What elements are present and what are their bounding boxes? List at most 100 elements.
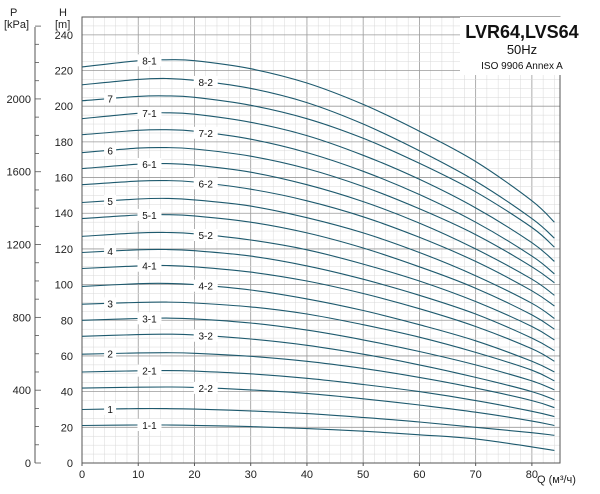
series-line-5-2: [81, 231, 555, 341]
x-tick-label: 0: [79, 469, 85, 481]
series-label-3: 3: [107, 299, 113, 310]
series-label-bg: [193, 75, 218, 88]
series-label-5: 5: [107, 197, 113, 208]
series-label-bg: [104, 347, 117, 360]
series-line-8-2: [81, 77, 555, 239]
series-label-8-1: 8-1: [142, 56, 157, 67]
series-label-6-1: 6-1: [142, 160, 157, 171]
y-tick-label: 180: [55, 137, 73, 149]
series-label-7: 7: [107, 95, 113, 106]
series-label-6-2: 6-2: [198, 179, 213, 190]
series-label-2: 2: [107, 350, 113, 361]
series-label-8-2: 8-2: [198, 78, 213, 89]
series-label-bg: [104, 297, 117, 310]
series-line-6-2: [81, 179, 555, 307]
series-label-bg: [193, 279, 218, 292]
series-group: [81, 59, 555, 452]
y2-tick-label: 2000: [7, 94, 31, 106]
grid: [81, 16, 560, 464]
x-tick-label: 10: [132, 469, 144, 481]
series-label-3-1: 3-1: [142, 314, 157, 325]
x-tick-label: 30: [245, 469, 257, 481]
series-label-1: 1: [107, 405, 113, 416]
curve-labels: 8-1 8-2 7 7-1 7-2 6 6-1 6-2 5 5-1 5-2 4 4-1 4-2 3 3-1 3-…: [104, 54, 218, 432]
series-label-2-2: 2-2: [198, 384, 213, 395]
y-axis-label-unit: [m]: [55, 19, 70, 31]
y-tick-label: 60: [61, 351, 73, 363]
y2-tick-label: 0: [25, 458, 31, 470]
series-label-5-2: 5-2: [198, 231, 213, 242]
series-label-1-1: 1-1: [142, 421, 157, 432]
series-line-4-2: [81, 282, 555, 373]
x-tick-label: 70: [470, 469, 482, 481]
series-line-2-2: [81, 386, 555, 427]
y-tick-label: 100: [55, 280, 73, 292]
series-label-bg: [137, 107, 162, 120]
x-tick-label: 80: [526, 469, 538, 481]
series-label-4-2: 4-2: [198, 282, 213, 293]
y2-tick-label: 400: [13, 385, 31, 397]
chart-title: LVR64,LVS64: [465, 22, 578, 42]
chart-standard: ISO 9906 Annex A: [481, 61, 563, 72]
series-label-bg: [193, 177, 218, 190]
x-tick-label: 40: [301, 469, 313, 481]
series-label-4: 4: [107, 247, 113, 258]
y-tick-label: 120: [55, 244, 73, 256]
series-label-bg: [193, 329, 218, 342]
series-label-bg: [137, 312, 162, 325]
series-label-bg: [193, 381, 218, 394]
title-box: LVR64,LVS64 50Hz ISO 9906 Annex A: [460, 17, 584, 75]
x-axis-label: Q (м³/ч): [537, 474, 576, 486]
series-label-6: 6: [107, 146, 113, 157]
series-label-5-1: 5-1: [142, 211, 157, 222]
y-tick-label: 160: [55, 173, 73, 185]
y-tick-label: 20: [61, 422, 73, 434]
series-label-bg: [104, 194, 117, 207]
series-label-bg: [193, 126, 218, 139]
series-label-bg: [104, 144, 117, 157]
series-line-2: [81, 352, 555, 409]
y-tick-label: 0: [67, 458, 73, 470]
title-box-bg: [460, 17, 584, 75]
series-label-bg: [137, 157, 162, 170]
series-label-4-1: 4-1: [142, 262, 157, 273]
series-label-2-1: 2-1: [142, 367, 157, 378]
plot-border: [81, 16, 561, 464]
series-label-bg: [104, 92, 117, 105]
y2-axis-label-unit: [kPa]: [4, 19, 29, 31]
y2-axis-label-letter: P: [10, 7, 17, 19]
series-line-7: [81, 95, 555, 248]
series-line-7-2: [81, 129, 555, 275]
y-tick-label: 40: [61, 387, 73, 399]
y2-tick-label: 1600: [7, 167, 31, 179]
series-line-3: [81, 301, 555, 382]
x-tick-label: 20: [188, 469, 200, 481]
series-line-6: [81, 146, 555, 284]
series-label-bg: [137, 259, 162, 272]
series-label-3-2: 3-2: [198, 332, 213, 343]
series-line-3-2: [81, 333, 555, 401]
series-label-bg: [137, 208, 162, 221]
series-label-7-2: 7-2: [198, 129, 213, 140]
x-tick-label: 60: [413, 469, 425, 481]
y2-tick-label: 800: [13, 312, 31, 324]
series-label-bg: [137, 54, 162, 67]
axes: P [kPa] H [m] Q (м³/ч) 0 10 20 30 40 50 60 70 80…: [4, 7, 576, 486]
y-axis-label-letter: H: [59, 7, 67, 19]
series-line-4: [81, 248, 555, 352]
series-label-bg: [193, 229, 218, 242]
y-tick-label: 80: [61, 315, 73, 327]
series-label-bg: [104, 245, 117, 258]
series-label-7-1: 7-1: [142, 109, 157, 120]
chart-subtitle: 50Hz: [507, 42, 537, 57]
series-line-1: [81, 407, 555, 436]
x-tick-label: 50: [357, 469, 369, 481]
y-tick-label: 240: [55, 30, 73, 42]
series-label-bg: [104, 403, 117, 416]
y-tick-label: 220: [55, 66, 73, 78]
series-line-5: [81, 197, 555, 319]
y-tick-label: 140: [55, 208, 73, 220]
y2-tick-label: 1200: [7, 240, 31, 252]
